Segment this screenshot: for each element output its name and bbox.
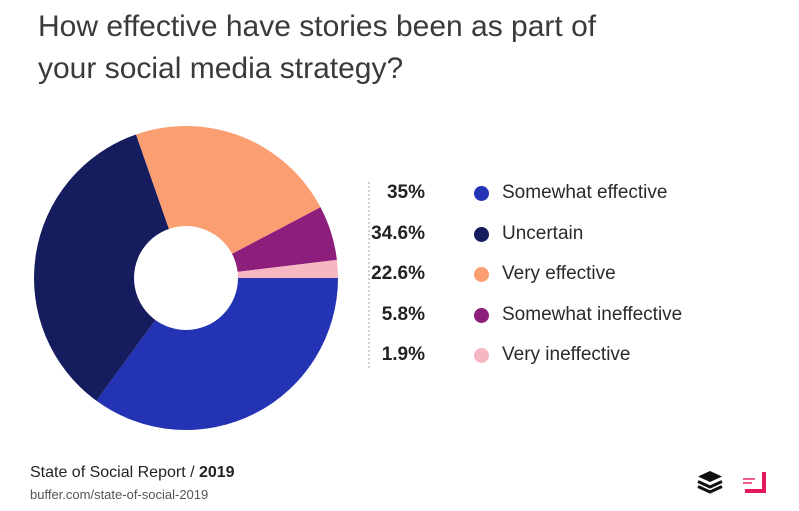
legend-swatch: [474, 348, 489, 363]
donut-chart: [33, 125, 338, 430]
donut-hole: [134, 226, 238, 330]
legend-label: Very ineffective: [502, 344, 631, 365]
brand-logo-icon: [743, 472, 766, 493]
legend-label: Somewhat ineffective: [502, 303, 683, 325]
buffer-layers-icon: [697, 471, 723, 494]
legend-swatch: [474, 307, 489, 323]
legend-label: Somewhat effective: [502, 182, 668, 203]
legend-value: 1.9%: [381, 344, 425, 365]
legend-item: 35% Somewhat effective: [370, 176, 770, 217]
legend-label: Very effective: [502, 263, 616, 284]
footer-report-title: State of Social Report / 2019: [30, 464, 235, 482]
footer-url: buffer.com/state-of-social-2019: [30, 487, 209, 502]
footer-report-year: 2019: [198, 464, 235, 481]
legend-value: 35%: [386, 182, 425, 203]
legend-label: Uncertain: [502, 222, 584, 244]
legend-item: 5.8% Somewhat ineffective: [370, 298, 770, 339]
legend-value: 34.6%: [371, 222, 425, 244]
legend-item: 1.9% Very ineffective: [370, 338, 770, 379]
chart-title: How effective have stories been as part …: [38, 10, 597, 85]
legend-swatch: [474, 267, 489, 282]
legend-value: 22.6%: [371, 263, 425, 284]
legend: 35% Somewhat effective 34.6% Uncertain 22.6%…: [370, 176, 770, 379]
donut-slice-uncertain: [33, 134, 186, 401]
legend-divider: [368, 182, 370, 368]
legend-item: 22.6% Very effective: [370, 257, 770, 298]
legend-value: 5.8%: [381, 303, 425, 325]
legend-swatch: [474, 186, 489, 201]
legend-swatch: [474, 226, 489, 242]
legend-item: 34.6% Uncertain: [370, 217, 770, 258]
donut-slice-somewhat-effective: [96, 278, 338, 430]
footer-report-name: State of Social Report /: [30, 464, 199, 481]
